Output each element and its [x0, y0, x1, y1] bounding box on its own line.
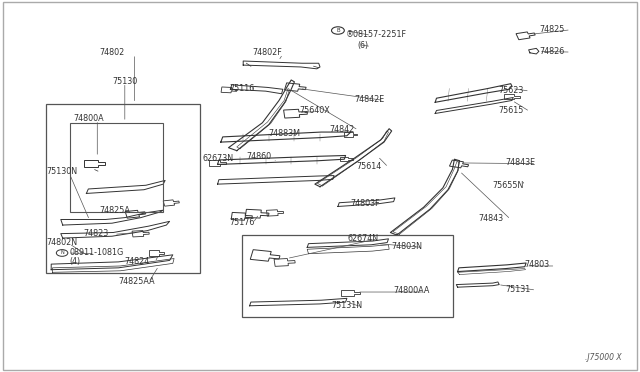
Text: 75116: 75116 [229, 84, 254, 93]
Text: ®08157-2251F: ®08157-2251F [346, 30, 406, 39]
Text: 74800A: 74800A [74, 114, 104, 123]
Text: 62673N: 62673N [202, 154, 234, 163]
Text: 74803F: 74803F [351, 199, 380, 208]
Text: 74800AA: 74800AA [394, 286, 430, 295]
Text: N: N [60, 250, 64, 256]
Text: 74802: 74802 [99, 48, 125, 57]
Text: 75640X: 75640X [300, 106, 330, 115]
Text: .J75000 X: .J75000 X [586, 353, 622, 362]
Text: 74824: 74824 [125, 257, 150, 266]
Text: 75623: 75623 [498, 86, 524, 94]
Text: 74823: 74823 [83, 229, 108, 238]
Text: (4): (4) [69, 257, 80, 266]
Bar [70, 123, 163, 212]
Text: 62674N: 62674N [348, 234, 379, 243]
Text: 74842: 74842 [330, 125, 355, 134]
Text: 74826: 74826 [540, 47, 564, 56]
Text: 74843E: 74843E [506, 158, 536, 167]
Text: 75614: 75614 [356, 162, 381, 171]
Text: 74803N: 74803N [392, 242, 422, 251]
Text: 74842E: 74842E [354, 95, 384, 104]
Text: (6): (6) [357, 41, 368, 50]
Text: 75130: 75130 [112, 77, 138, 86]
Text: 74802F: 74802F [253, 48, 282, 57]
Text: 75615: 75615 [498, 106, 524, 115]
Text: 75131N: 75131N [332, 301, 363, 310]
Text: 75176: 75176 [229, 218, 255, 227]
Text: 74825AA: 74825AA [118, 278, 155, 286]
Text: 74802N: 74802N [47, 238, 78, 247]
Text: 75655N: 75655N [493, 181, 524, 190]
Bar [242, 235, 453, 317]
Text: B: B [336, 28, 340, 33]
Text: 74843: 74843 [479, 214, 504, 223]
Text: 74803: 74803 [525, 260, 550, 269]
Text: 74860: 74860 [246, 153, 271, 161]
Text: 74825A: 74825A [99, 206, 130, 215]
Text: 74883M: 74883M [269, 129, 301, 138]
Text: 74825: 74825 [540, 25, 565, 33]
Text: 75130N: 75130N [47, 167, 78, 176]
Text: 75131: 75131 [506, 285, 531, 294]
Bar [46, 104, 200, 273]
Text: 08911-1081G: 08911-1081G [69, 248, 124, 257]
